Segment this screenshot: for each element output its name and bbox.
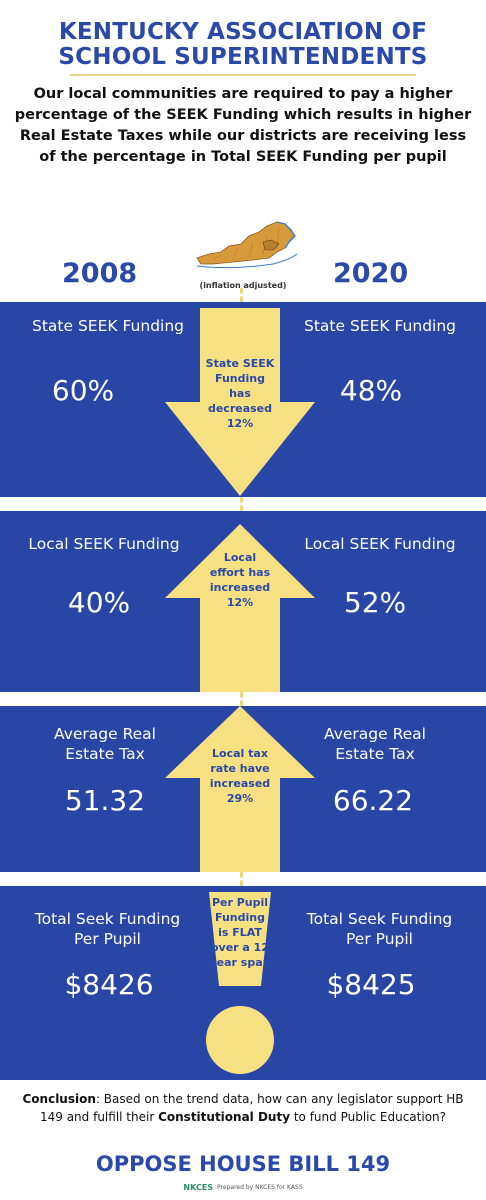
up-arrow-icon xyxy=(165,706,315,872)
arrow-text-line: Funding xyxy=(215,911,265,924)
arrow-text-line: 12% xyxy=(226,417,254,430)
arrow-text-line: Funding xyxy=(215,372,265,385)
label-per-pupil-2008: Total Seek Funding Per Pupil xyxy=(10,909,205,949)
arrow-text-line: decreased xyxy=(207,402,273,415)
inflation-note: (inflation adjusted) xyxy=(199,281,287,290)
connector-line xyxy=(240,692,243,706)
label-line: Estate Tax xyxy=(335,745,415,763)
nkces-logo: NKCES xyxy=(183,1183,214,1192)
arrow-text-line: increased xyxy=(209,581,271,594)
exclamation-mark-icon xyxy=(206,892,274,1074)
call-to-action: OPPOSE HOUSE BILL 149 xyxy=(95,1152,391,1176)
value-real-estate-2020: 66.22 xyxy=(332,784,414,817)
label-state-seek-2020: State SEEK Funding xyxy=(304,317,456,335)
conclusion-text-2: to fund Public Education? xyxy=(290,1110,447,1124)
kentucky-map-icon xyxy=(196,221,298,269)
subtitle: Our local communities are required to pa… xyxy=(14,86,472,165)
value-local-seek-2008: 40% xyxy=(67,586,131,619)
value-state-seek-2020: 48% xyxy=(339,374,403,407)
arrow-text-line: rate have xyxy=(210,762,270,775)
value-per-pupil-2008: $8426 xyxy=(64,968,154,1001)
arrow-text-line: 12% xyxy=(226,596,254,609)
arrow-text-line: 29% xyxy=(226,792,254,805)
label-line: Per Pupil xyxy=(346,930,413,948)
title-divider xyxy=(70,74,416,76)
label-line: Total Seek Funding xyxy=(34,910,181,928)
year-left: 2008 xyxy=(62,258,138,289)
value-local-seek-2020: 52% xyxy=(343,586,407,619)
connector-line xyxy=(240,288,243,302)
value-state-seek-2008: 60% xyxy=(51,374,115,407)
label-line: Total Seek Funding xyxy=(306,910,453,928)
arrow-text-line: has xyxy=(229,387,251,400)
conclusion-text-1: : Based on the trend data, how can any l… xyxy=(39,1092,464,1124)
arrow-text-real-estate: Local tax rate have increased 29% xyxy=(185,746,295,806)
conclusion-label: Conclusion xyxy=(22,1092,96,1106)
up-arrow-icon xyxy=(165,524,315,692)
title-line-2: SCHOOL SUPERINTENDENTS xyxy=(58,44,428,70)
arrow-text-line: year span xyxy=(209,956,271,969)
arrow-text-line: State SEEK xyxy=(205,357,275,370)
title-line-1: KENTUCKY ASSOCIATION OF xyxy=(58,19,428,45)
arrow-text-line: increased xyxy=(209,777,271,790)
arrow-text-line: Per Pupil xyxy=(211,896,269,909)
footer: NKCES Prepared by NKCES for KASS xyxy=(0,1183,486,1192)
arrow-text-line: effort has xyxy=(209,566,271,579)
arrow-text-line: Local tax xyxy=(212,747,268,760)
title: KENTUCKY ASSOCIATION OF SCHOOL SUPERINTE… xyxy=(0,20,486,70)
label-line: Per Pupil xyxy=(74,930,141,948)
arrow-text-line: over a 12 xyxy=(210,941,269,954)
connector-line xyxy=(240,497,243,511)
arrow-text-line: is FLAT xyxy=(218,926,262,939)
label-local-seek-2008: Local SEEK Funding xyxy=(28,535,180,553)
label-local-seek-2020: Local SEEK Funding xyxy=(304,535,456,553)
down-arrow-icon xyxy=(165,308,315,496)
footer-text: Prepared by NKCES for KASS xyxy=(217,1184,303,1191)
arrow-text-state-seek: State SEEK Funding has decreased 12% xyxy=(185,356,295,431)
conclusion: Conclusion: Based on the trend data, how… xyxy=(18,1090,468,1126)
arrow-text-line: Local xyxy=(223,551,257,564)
label-state-seek-2008: State SEEK Funding xyxy=(32,317,184,335)
value-real-estate-2008: 51.32 xyxy=(64,784,146,817)
label-real-estate-2008: Average Real Estate Tax xyxy=(20,724,190,764)
conclusion-emphasis: Constitutional Duty xyxy=(158,1110,291,1124)
label-line: Estate Tax xyxy=(65,745,145,763)
value-per-pupil-2020: $8425 xyxy=(326,968,416,1001)
connector-line xyxy=(240,872,243,886)
label-line: Average Real xyxy=(324,725,426,743)
label-line: Average Real xyxy=(54,725,156,743)
label-per-pupil-2020: Total Seek Funding Per Pupil xyxy=(282,909,477,949)
year-right: 2020 xyxy=(333,258,409,289)
arrow-text-local-seek: Local effort has increased 12% xyxy=(185,550,295,610)
arrow-text-per-pupil: Per Pupil Funding is FLAT over a 12 year… xyxy=(195,895,285,970)
label-real-estate-2020: Average Real Estate Tax xyxy=(290,724,460,764)
